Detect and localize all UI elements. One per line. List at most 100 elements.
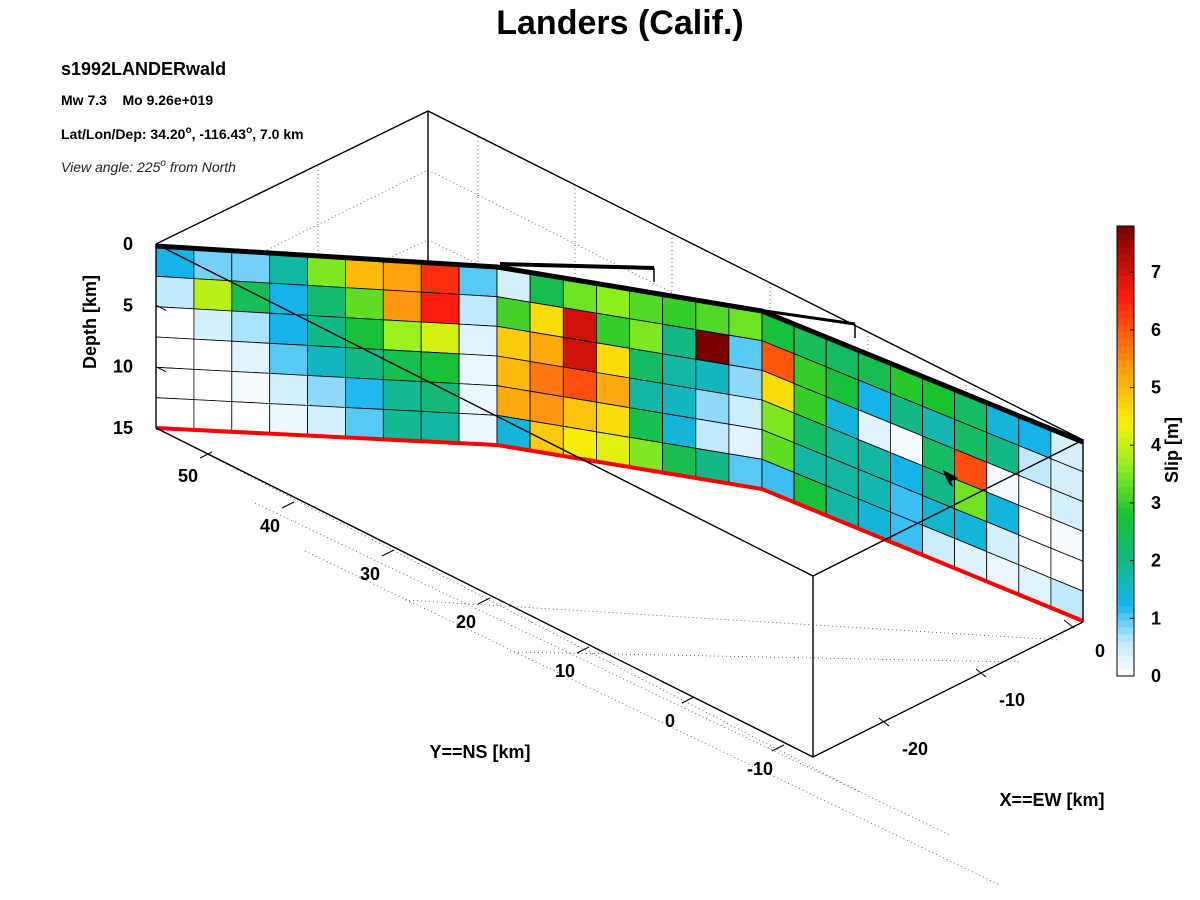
colorbar-segment xyxy=(1117,598,1134,607)
colorbar-segment xyxy=(1117,542,1134,551)
slip-patch xyxy=(420,321,460,355)
slip-patch xyxy=(562,336,597,373)
grid-line xyxy=(254,502,951,836)
colorbar-segment xyxy=(1117,528,1134,536)
slip-patch xyxy=(562,307,597,344)
colorbar-segment xyxy=(1117,514,1134,522)
depth-ticks: 0 5 10 15 xyxy=(113,234,167,438)
colorbar-segment xyxy=(1117,226,1134,234)
slip-patch xyxy=(382,408,422,442)
colorbar-tick-label: 4 xyxy=(1151,435,1161,455)
slip-patch xyxy=(728,423,763,460)
hypocenter-marker xyxy=(943,470,958,487)
box-back-edge xyxy=(427,110,1084,441)
slip-patch xyxy=(344,377,384,410)
slip-patch xyxy=(695,388,730,425)
ns-axis-label: Y==NS [km] xyxy=(429,742,530,762)
slip-patch xyxy=(662,383,697,420)
box-front-edge xyxy=(155,427,814,758)
colorbar-segment xyxy=(1117,429,1134,438)
colorbar-segment xyxy=(1117,654,1134,663)
colorbar-segment xyxy=(1117,387,1134,396)
colorbar-segment xyxy=(1117,373,1134,382)
slip-patch xyxy=(155,306,195,340)
slip-patch xyxy=(307,314,346,349)
slip-patch xyxy=(529,390,564,427)
colorbar-segment xyxy=(1117,296,1134,304)
slip-patch xyxy=(344,287,384,321)
view-angle-suffix: from North xyxy=(166,159,236,175)
location-info: Lat/Lon/Dep: 34.20o, -116.43o, 7.0 km xyxy=(61,125,304,142)
ns-ticks: 50 40 30 20 10 0 -10 xyxy=(178,451,785,779)
colorbar-segment xyxy=(1117,338,1134,347)
depth-tick-mark xyxy=(155,427,167,434)
colorbar-segment xyxy=(1117,458,1134,466)
ns-tick-mark xyxy=(477,597,491,605)
ns-tick-mark xyxy=(381,549,395,557)
model-name: s1992LANDERwald xyxy=(61,59,226,79)
colorbar-segment xyxy=(1117,247,1134,255)
slip-patch xyxy=(662,412,697,449)
ns-tick-label: 50 xyxy=(178,466,198,486)
view-angle-value: View angle: 225 xyxy=(61,159,161,175)
slip-patch xyxy=(307,375,346,408)
slip-patch xyxy=(193,247,233,282)
colorbar-tick-label: 5 xyxy=(1151,378,1161,398)
colorbar-segment xyxy=(1117,366,1134,375)
colorbar-segment xyxy=(1117,570,1134,579)
ns-tick-label: -10 xyxy=(747,759,773,779)
ns-tick-label: 20 xyxy=(456,612,476,632)
slip-patch xyxy=(193,308,233,342)
degree-mark-2: o xyxy=(246,125,252,136)
slip-patch xyxy=(695,418,730,455)
slip-patch xyxy=(382,349,422,383)
slip-patch xyxy=(496,385,531,422)
colorbar-segment xyxy=(1117,317,1134,326)
depth-tick-label: 0 xyxy=(123,234,133,254)
chart-title: Landers (Calif.) xyxy=(496,4,743,42)
slip-patch xyxy=(629,347,663,384)
slip-patch xyxy=(193,338,233,372)
slip-patch xyxy=(420,351,460,385)
degree-mark-3: o xyxy=(160,158,166,169)
slip-patch xyxy=(662,353,697,390)
colorbar-segment xyxy=(1117,422,1134,431)
colorbar-segment xyxy=(1117,500,1134,508)
fault-trace-offset-1 xyxy=(499,262,655,270)
slip-patch xyxy=(307,284,346,319)
slip-patch xyxy=(193,368,233,403)
colorbar-tick-label: 1 xyxy=(1151,608,1161,628)
colorbar-segment xyxy=(1117,261,1134,269)
grid-line xyxy=(204,452,863,794)
magnitude-info: Mw 7.3 Mo 9.26e+019 xyxy=(61,92,213,108)
colorbar-segment xyxy=(1117,521,1134,529)
colorbar-segment xyxy=(1117,549,1134,558)
slip-patch xyxy=(728,394,763,431)
depth-axis-label: Depth [km] xyxy=(80,275,100,369)
colorbar-segment xyxy=(1117,661,1134,670)
colorbar-label: Slip [m] xyxy=(1162,417,1182,483)
slip-patch xyxy=(496,325,531,362)
colorbar-segment xyxy=(1117,401,1134,410)
colorbar-segment xyxy=(1117,619,1134,628)
slip-patch xyxy=(155,275,195,310)
view-angle-info: View angle: 225o from North xyxy=(61,158,236,175)
ew-tick-label: -20 xyxy=(902,739,928,759)
colorbar-segment xyxy=(1117,345,1134,354)
slip-patch xyxy=(458,293,498,327)
slip-patch xyxy=(344,407,384,440)
colorbar-segment xyxy=(1117,331,1134,340)
colorbar-segment xyxy=(1117,479,1134,487)
depth-tick-mark xyxy=(155,304,167,311)
slip-patch xyxy=(458,412,498,446)
slip-patch xyxy=(420,410,460,444)
colorbar-tick-label: 7 xyxy=(1151,262,1161,282)
grid-line xyxy=(509,651,1021,663)
colorbar-segment xyxy=(1117,577,1134,586)
slip-patch xyxy=(695,329,730,366)
slip-patch xyxy=(231,250,271,284)
colorbar-segment xyxy=(1117,303,1134,311)
slip-patch xyxy=(662,323,697,360)
ns-tick-label: 10 xyxy=(555,661,575,681)
